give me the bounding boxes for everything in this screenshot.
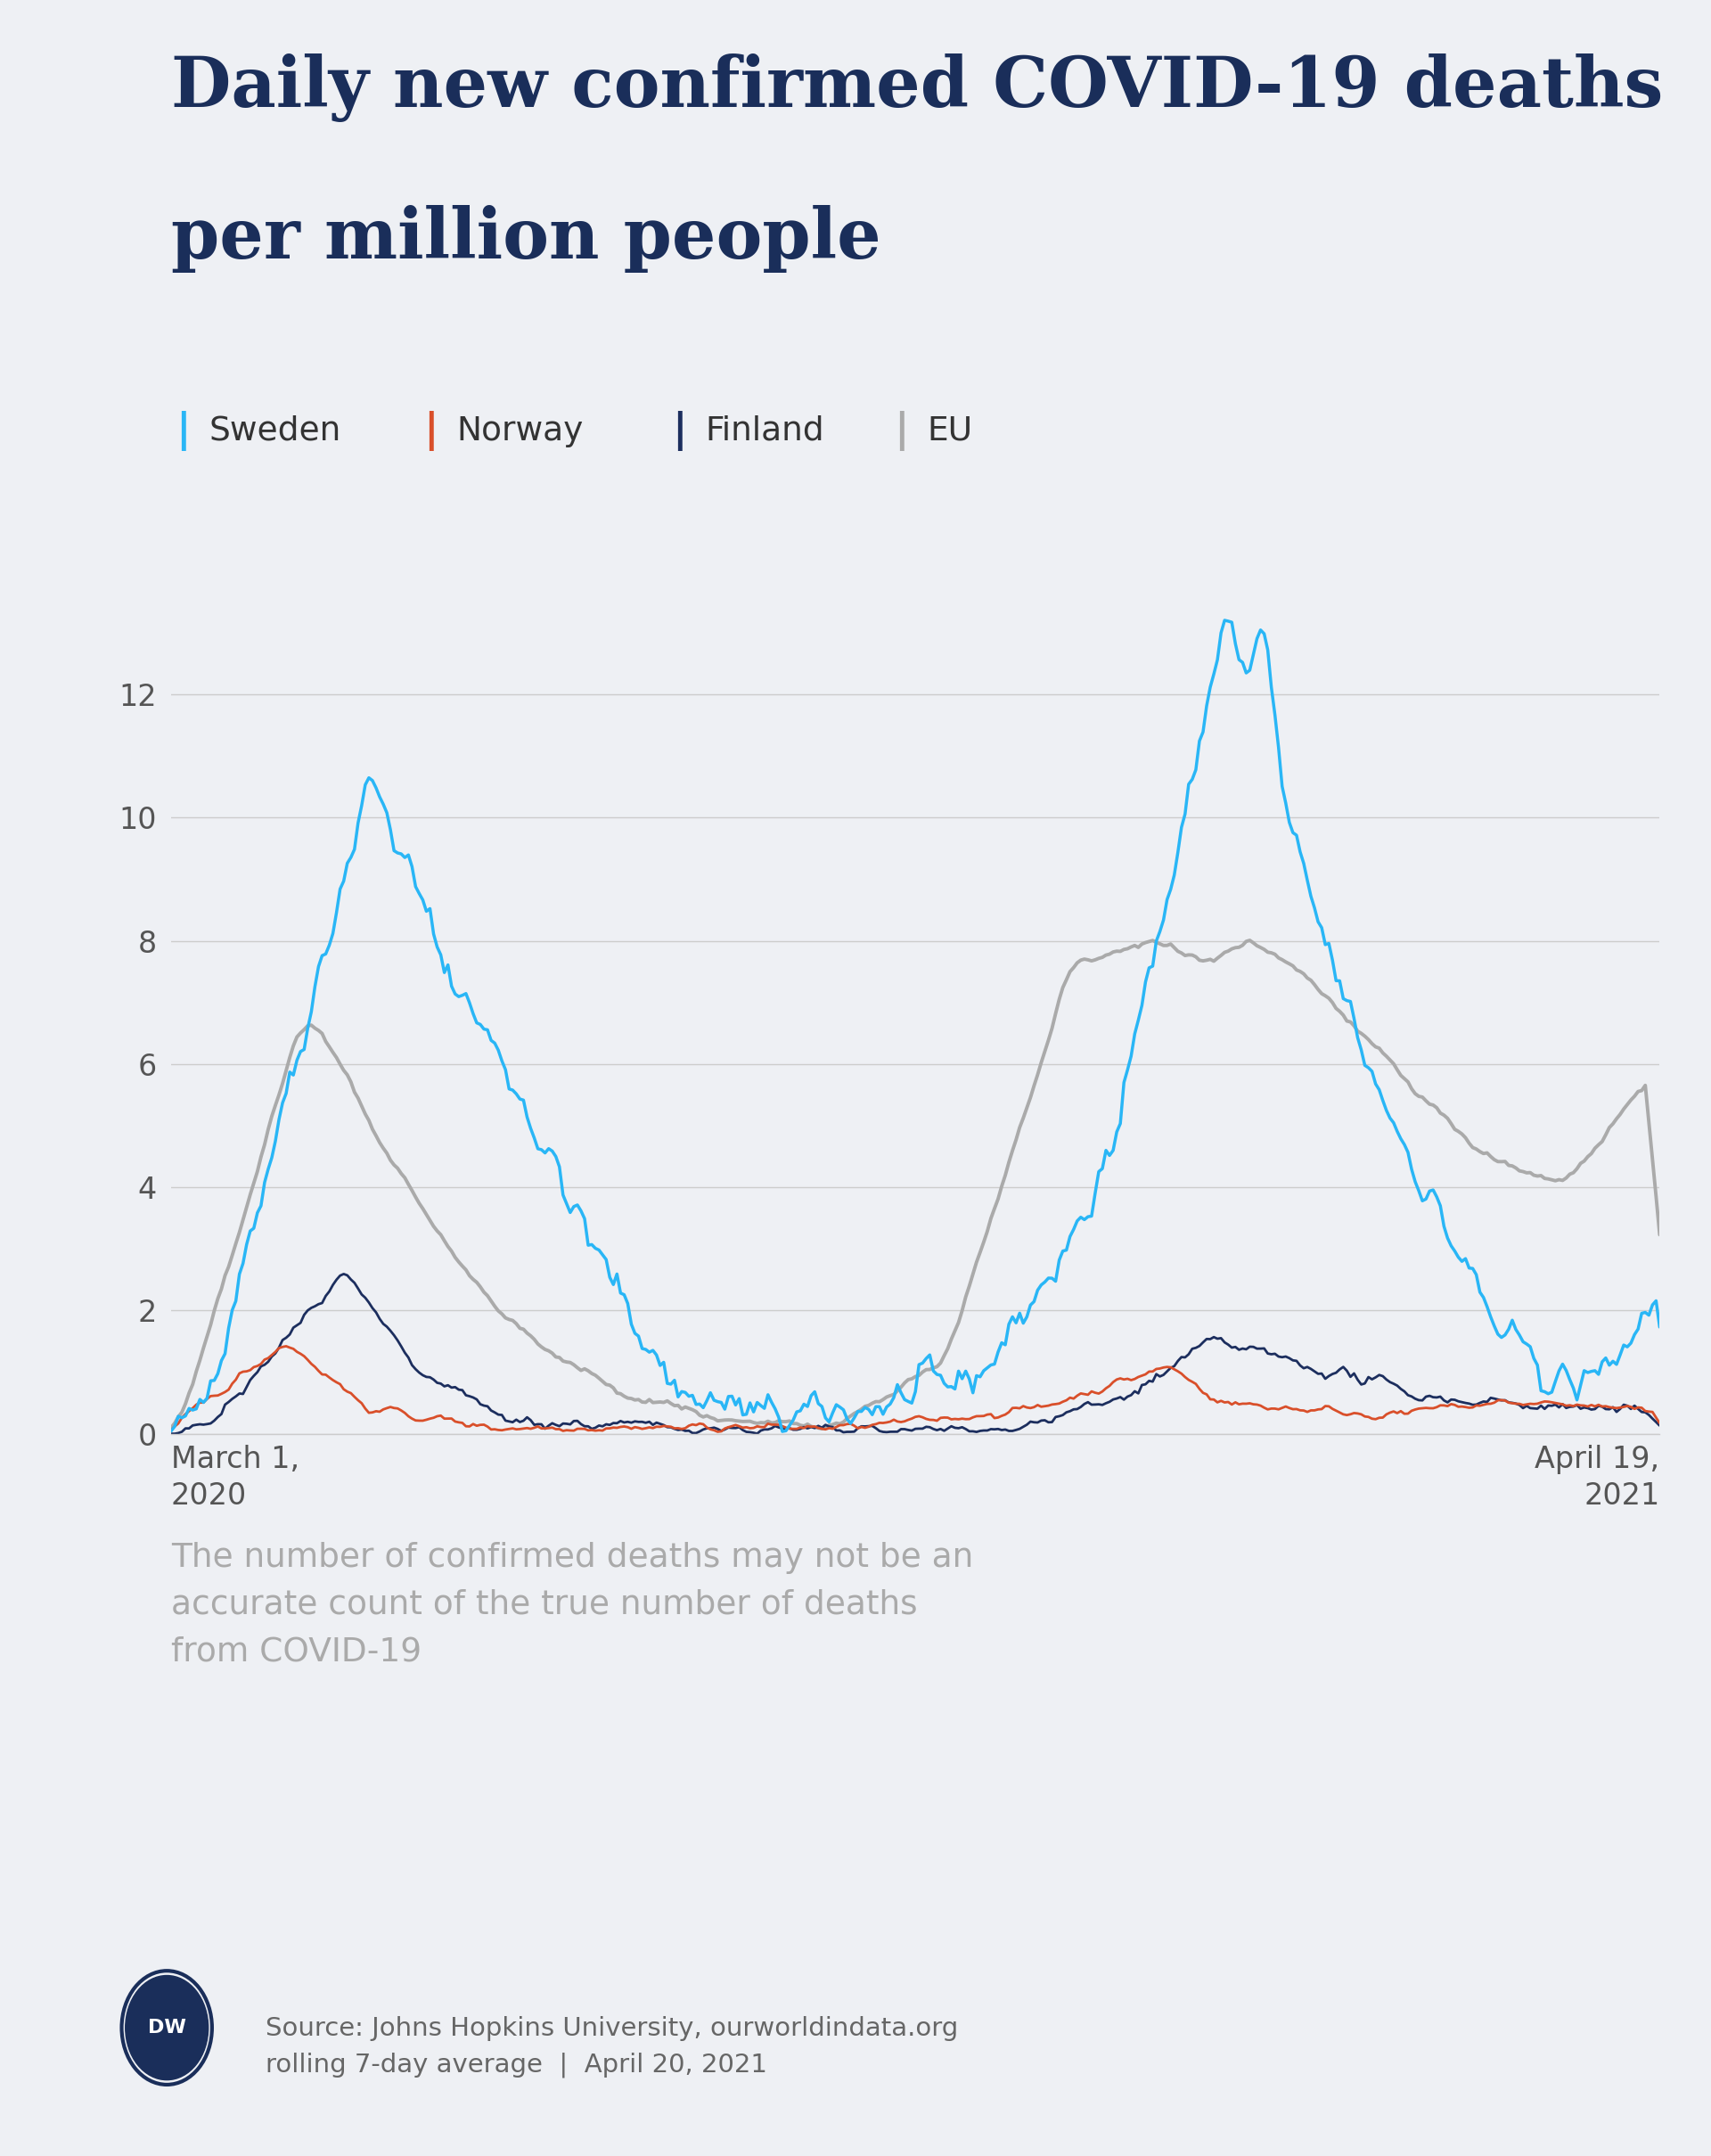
Text: The number of confirmed deaths may not be an
accurate count of the true number o: The number of confirmed deaths may not b… <box>171 1542 974 1669</box>
Circle shape <box>125 1975 209 2081</box>
Text: per million people: per million people <box>171 205 881 272</box>
Text: Source: Johns Hopkins University, ourworldindata.org
rolling 7-day average  |  A: Source: Johns Hopkins University, ourwor… <box>265 2016 958 2078</box>
Text: |: | <box>171 412 195 451</box>
Text: April 19,
2021: April 19, 2021 <box>1535 1445 1660 1511</box>
Text: DW: DW <box>147 2018 186 2037</box>
Text: |: | <box>667 412 691 451</box>
Text: Sweden: Sweden <box>209 416 340 446</box>
Text: Daily new confirmed COVID-19 deaths: Daily new confirmed COVID-19 deaths <box>171 54 1663 123</box>
Circle shape <box>125 1975 209 2081</box>
Text: March 1,
2020: March 1, 2020 <box>171 1445 299 1511</box>
Text: |: | <box>890 412 914 451</box>
Text: Norway: Norway <box>457 416 583 446</box>
Text: EU: EU <box>927 416 974 446</box>
Text: Finland: Finland <box>705 416 825 446</box>
Text: |: | <box>419 412 443 451</box>
